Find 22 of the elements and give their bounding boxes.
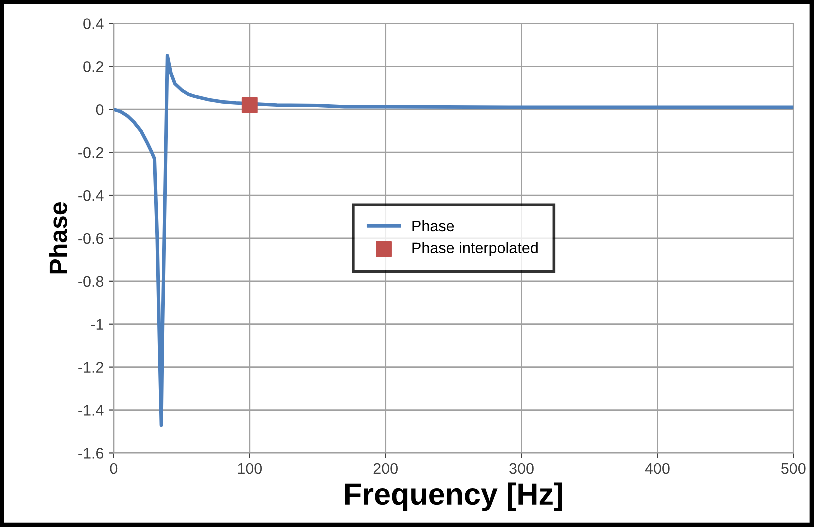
y-tick-label: -0.6 [78, 233, 104, 244]
y-tick-label: -0.4 [78, 190, 104, 202]
x-axis-title: Frequency [Hz] [346, 482, 562, 512]
y-axis-title: Phase [49, 202, 68, 274]
x-tick-label: 200 [374, 463, 398, 474]
y-tick-label: 0.2 [84, 62, 104, 72]
y-tick-label: -0.2 [78, 147, 104, 158]
y-tick-label: -1 [91, 319, 104, 330]
y-tick-label: -1.4 [78, 405, 104, 416]
y-tick-label: 0 [96, 104, 104, 116]
line-series [114, 54, 794, 428]
y-tick-label: -1.6 [78, 448, 104, 459]
legend-label: Phase [412, 220, 454, 232]
x-tick-label: 400 [645, 463, 670, 474]
x-tick-label: 500 [782, 463, 806, 474]
x-tick-label: 100 [238, 463, 262, 474]
legend-label: Phase interpolated [412, 242, 538, 257]
y-tick-label: 0.4 [84, 18, 104, 30]
y-tick-label: -0.8 [78, 276, 104, 288]
x-tick-label: 0 [110, 463, 118, 474]
y-tick-label: -1.2 [78, 362, 104, 373]
x-tick-label: 300 [510, 463, 534, 474]
